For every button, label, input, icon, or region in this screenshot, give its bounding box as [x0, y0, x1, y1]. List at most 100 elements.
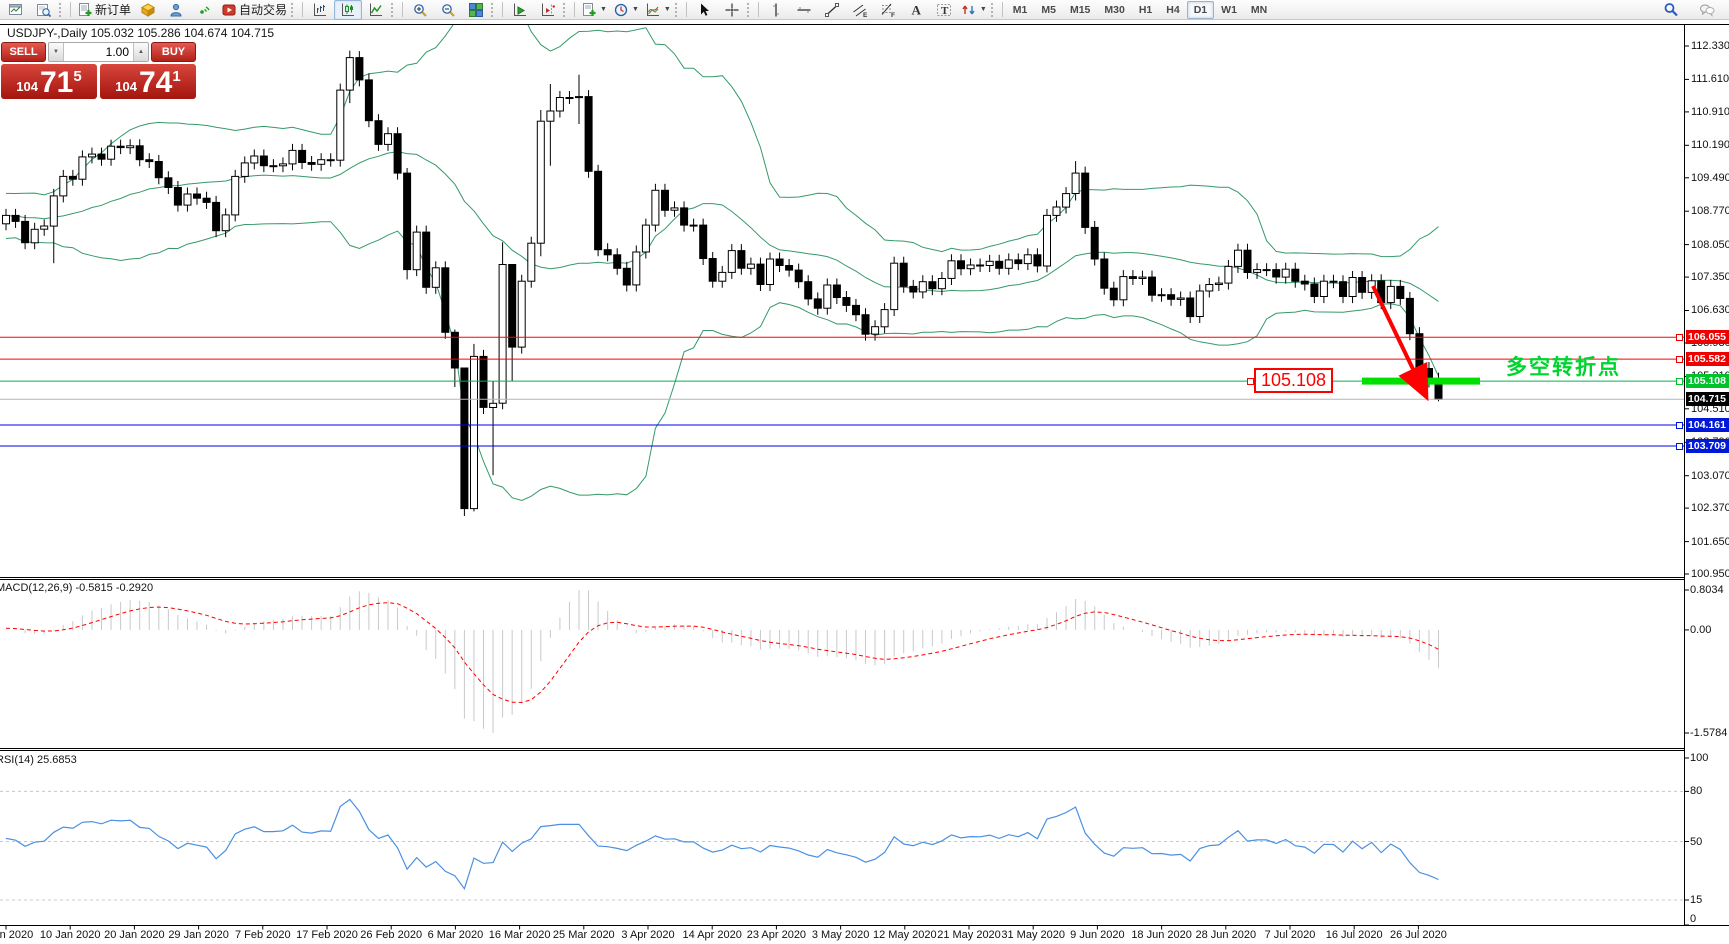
zoom-window-button[interactable] [30, 0, 58, 20]
bar-chart-button[interactable] [306, 0, 334, 20]
vertical-line-icon [772, 3, 779, 16]
signals-button[interactable] [190, 0, 218, 20]
sell-button[interactable]: SELL [1, 42, 46, 62]
templates-button[interactable]: ▼ [578, 0, 610, 20]
text-button[interactable]: A [902, 0, 930, 20]
chart-window-button[interactable] [2, 0, 30, 20]
buy-price-prefix: 104 [115, 79, 137, 94]
chart-shift-button[interactable] [534, 0, 562, 20]
candlesticks [2, 50, 1443, 516]
toolbar-separator [402, 2, 404, 17]
timeframe-m30-button[interactable]: M30 [1104, 3, 1125, 16]
toolbar-separator [1001, 2, 1003, 17]
timeframe-mn-button[interactable]: MN [1250, 3, 1268, 16]
chevron-down-icon[interactable]: ▼ [979, 6, 987, 13]
toolbar-grip [746, 2, 752, 17]
chart-window-icon [9, 3, 22, 15]
crosshair-button[interactable] [718, 0, 746, 20]
toolbar-separator [302, 2, 304, 17]
timeframe-m15-button[interactable]: M15 [1069, 3, 1091, 16]
chevron-down-icon[interactable]: ▼ [663, 6, 671, 13]
toolbar-separator [574, 2, 576, 17]
trendline-button[interactable] [818, 0, 846, 20]
toolbar-separator [502, 2, 504, 17]
toolbar-grip [990, 2, 996, 17]
tile-windows-icon [469, 2, 484, 17]
arrows-button[interactable]: ▼ [958, 0, 990, 20]
chevron-down-icon[interactable]: ▼ [631, 6, 639, 13]
zoom-in-button[interactable] [406, 0, 434, 20]
equidistant-channel-button[interactable]: E [846, 0, 874, 20]
horizontal-line-button[interactable] [790, 0, 818, 20]
chat-button[interactable] [1693, 0, 1721, 20]
sell-price-point: 5 [73, 68, 82, 85]
autotrading-icon [222, 4, 236, 15]
autotrading-label: 自动交易 [239, 3, 288, 17]
trendline-icon [824, 2, 839, 17]
chevron-down-icon[interactable]: ▼ [600, 6, 607, 13]
text-label-button[interactable]: T [930, 0, 958, 20]
volume-stepper[interactable]: ▼ ▲ [48, 42, 149, 62]
timeframe-h1-button[interactable]: H1 [1138, 3, 1153, 16]
search-button[interactable] [1657, 0, 1685, 20]
volume-input[interactable] [64, 43, 133, 61]
new-order-button[interactable]: 新订单 [74, 0, 134, 20]
market-cube-button[interactable] [134, 0, 162, 20]
arrows-icon [962, 5, 975, 14]
market-cube-icon [141, 2, 156, 17]
horizontal-line-objects[interactable] [0, 285, 1684, 447]
timeframe-m5-button[interactable]: M5 [1041, 3, 1056, 16]
timeframe-w1-button[interactable]: W1 [1221, 3, 1237, 16]
horizontal-line-icon [797, 6, 811, 13]
cursor-icon [700, 3, 709, 16]
price-annotation-box[interactable]: 105.108 [1254, 368, 1334, 393]
svg-text:F: F [891, 12, 895, 18]
svg-text:T: T [941, 5, 949, 17]
indicators-button[interactable]: ▼ [642, 0, 674, 20]
vertical-line-button[interactable] [762, 0, 790, 20]
candlestick-chart-icon [342, 3, 355, 16]
volume-increase-button[interactable]: ▲ [133, 43, 148, 61]
timeframe-m1-button[interactable]: M1 [1012, 3, 1028, 16]
timeframe-h4-button[interactable]: H4 [1166, 3, 1180, 16]
cursor-button[interactable] [690, 0, 718, 20]
line-chart-button[interactable] [362, 0, 390, 20]
fibonacci-button[interactable]: F [874, 0, 902, 20]
templates-icon [583, 2, 596, 16]
chart-shift-icon [542, 3, 556, 16]
macd-indicator-label: MACD(12,26,9) -0.5815 -0.2920 [0, 582, 154, 594]
bar-chart-icon [314, 3, 327, 16]
sell-price-pips: 71 [39, 66, 74, 99]
buy-button[interactable]: BUY [151, 42, 196, 62]
autotrading-button[interactable]: 自动交易 [218, 0, 290, 20]
timeframe-d1-button[interactable]: D1 [1186, 0, 1215, 19]
fibonacci-icon: F [881, 3, 895, 18]
tile-windows-button[interactable] [462, 0, 490, 20]
volume-decrease-button[interactable]: ▼ [49, 43, 64, 61]
rsi-panel [0, 790, 1684, 901]
buy-price-display[interactable]: 104 74 1 [100, 64, 196, 99]
text-icon: A [911, 2, 921, 17]
turning-point-annotation[interactable]: 多空转折点 [1506, 356, 1621, 379]
red-down-arrow[interactable] [1371, 285, 1429, 402]
zoom-out-button[interactable] [434, 0, 462, 20]
toolbar-grip [59, 2, 64, 17]
new-order-label: 新订单 [95, 3, 132, 17]
candlestick-chart-button[interactable] [334, 0, 363, 20]
toolbar-separator [757, 2, 759, 17]
sell-price-display[interactable]: 104 71 5 [1, 64, 97, 99]
toolbar-separator [685, 2, 687, 17]
auto-scroll-icon [514, 3, 527, 16]
periods-icon [614, 3, 628, 16]
periods-button[interactable]: ▼ [610, 0, 642, 20]
auto-scroll-button[interactable] [506, 0, 534, 20]
chart-frame [0, 24, 1729, 930]
publish-button[interactable] [162, 0, 190, 20]
toolbar-grip [491, 2, 496, 17]
toolbar-grip [391, 2, 396, 17]
zoom-window-icon [37, 3, 52, 17]
rsi-indicator-label: RSI(14) 25.6853 [0, 754, 77, 766]
equidistant-channel-icon: E [853, 4, 868, 18]
